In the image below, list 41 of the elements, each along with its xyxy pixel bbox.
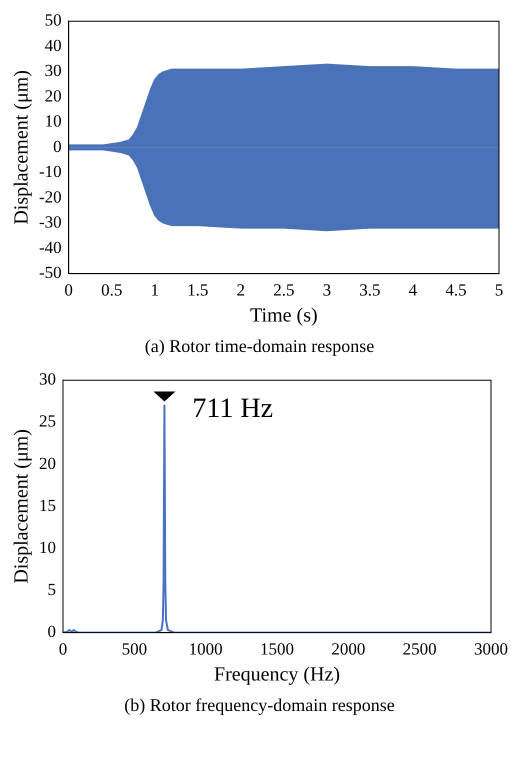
- y-tick-label: 50: [44, 10, 62, 30]
- y-tick-label: -50: [38, 263, 62, 282]
- y-tick-label: 20: [44, 86, 62, 106]
- x-tick-label: 3: [322, 280, 332, 300]
- y-tick-label: 25: [39, 412, 56, 431]
- x-tick-label: 2: [236, 280, 246, 300]
- y-tick-label: -20: [38, 187, 62, 206]
- x-tick-label: 2000: [331, 639, 366, 658]
- y-tick-label: 30: [44, 61, 62, 80]
- x-tick-label: 1500: [260, 639, 294, 658]
- y-tick-label: 0: [48, 622, 56, 642]
- y-tick-label: -10: [38, 162, 62, 182]
- y-tick-label: -30: [38, 212, 62, 232]
- x-tick-label: 500: [122, 639, 148, 658]
- text: (b) Rotor frequency-domain response: [123, 695, 396, 716]
- x-tick-label: 1.5: [187, 280, 208, 300]
- y-tick-label: 20: [39, 454, 56, 473]
- x-axis-title: Time (s): [250, 304, 318, 326]
- x-tick-label: 0.5: [101, 280, 122, 300]
- y-tick-label: 0: [53, 136, 62, 156]
- x-tick-label: 5: [494, 280, 504, 300]
- y-tick-label: 40: [44, 36, 62, 55]
- y-tick-label: 15: [39, 496, 56, 515]
- y-tick-label: 10: [39, 538, 56, 557]
- y-tick-label: 30: [39, 370, 56, 389]
- y-tick-label: 5: [48, 580, 56, 599]
- y-axis-title: Displacement (μm): [10, 429, 32, 584]
- x-tick-label: 3.5: [359, 280, 381, 300]
- x-tick-label: 2.5: [273, 280, 294, 300]
- x-tick-label: 1: [150, 280, 159, 300]
- x-tick-label: 4: [408, 280, 418, 300]
- y-axis-title: Displacement (μm): [10, 70, 32, 225]
- y-tick-label: 10: [44, 112, 62, 131]
- x-tick-label: 3000: [474, 639, 508, 658]
- x-tick-label: 4.5: [445, 280, 467, 300]
- y-tick-label: -40: [38, 238, 62, 257]
- annotation: 711 Hz: [192, 392, 274, 424]
- x-axis-title: Frequency (Hz): [214, 663, 340, 686]
- text: (a) Rotor time-domain response: [144, 336, 376, 357]
- x-tick-label: 1000: [188, 639, 223, 658]
- x-tick-label: 2500: [402, 639, 437, 658]
